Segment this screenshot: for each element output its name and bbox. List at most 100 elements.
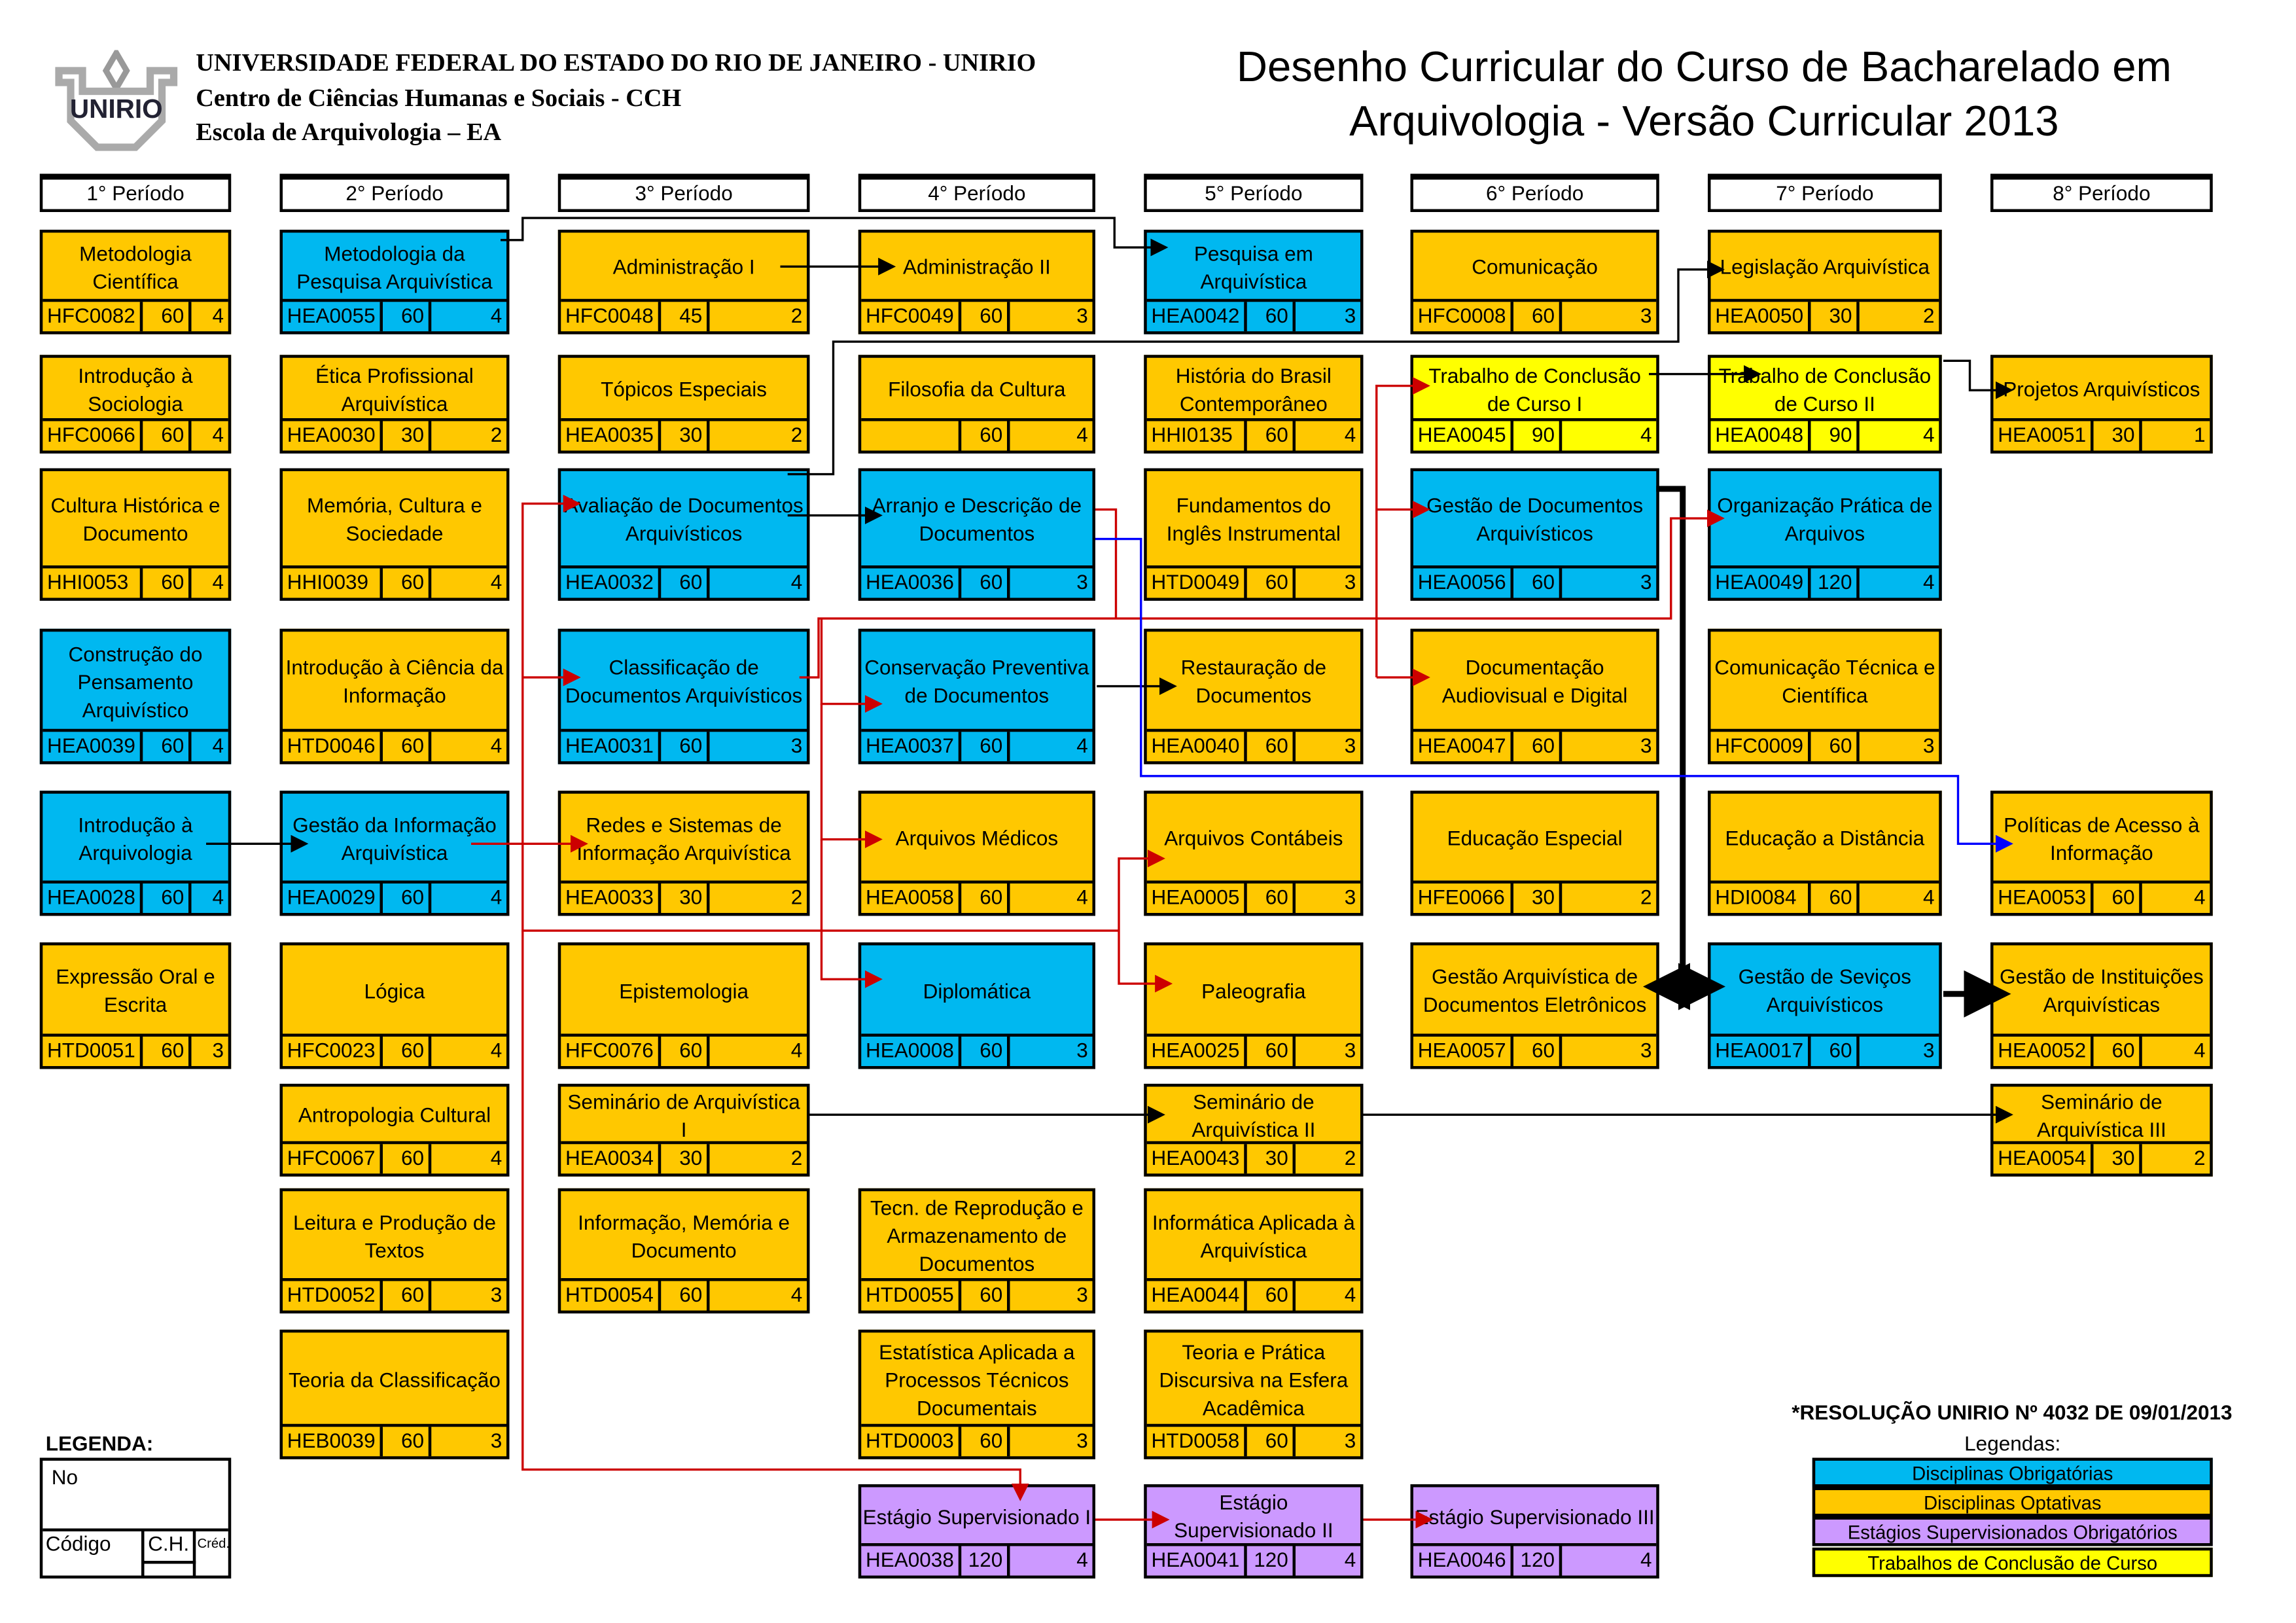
course-box[interactable]: Tecn. de Reprodução e Armazenamento de D…: [858, 1188, 1095, 1313]
course-box[interactable]: Redes e Sistemas de Informação Arquivíst…: [557, 791, 810, 916]
course-box[interactable]: Avaliação de Documentos Arquivísticos HEA…: [557, 468, 810, 601]
course-code-row: HEA0057 60 3: [1413, 1033, 1657, 1066]
course-box[interactable]: Informação, Memória e Documento HTD0054 60…: [557, 1188, 810, 1313]
course-box[interactable]: Gestão de Instituições Arquivísticas HEA0…: [1990, 942, 2213, 1069]
course-credits: 4: [790, 569, 803, 594]
course-box[interactable]: Informática Aplicada à Arquivística HEA00…: [1144, 1188, 1364, 1313]
course-credits: 3: [1922, 733, 1935, 757]
course-code-row: HEA0043 30 2: [1146, 1141, 1360, 1174]
course-title: Comunicação: [1413, 233, 1656, 302]
course-title: Estágio Supervisionado II: [1147, 1488, 1360, 1546]
course-box[interactable]: Arquivos Contábeis HEA0005 60 3: [1144, 791, 1364, 916]
course-box[interactable]: Introdução à Sociologia HFC0066 60 4: [39, 355, 232, 454]
course-box[interactable]: Teoria da Classificação HEB0039 60 3: [279, 1329, 510, 1459]
course-box[interactable]: Memória, Cultura e Sociedade HHI0039 60 4: [279, 468, 510, 601]
course-code: HTD0054: [561, 1281, 662, 1311]
course-box[interactable]: Diplomática HEA0008 60 3: [858, 942, 1095, 1069]
course-box[interactable]: Trabalho de Conclusão de Curso II HEA0048…: [1708, 355, 1942, 454]
course-box[interactable]: Gestão de Seviços Arquivísticos HEA0017 60…: [1708, 942, 1942, 1069]
course-box[interactable]: Arranjo e Descrição de Documentos HEA0036…: [858, 468, 1095, 601]
course-box[interactable]: Estágio Supervisionado I HEA0038 120 4: [858, 1484, 1095, 1578]
course-box[interactable]: Gestão Arquivística de Documentos Eletrô…: [1410, 942, 1659, 1069]
course-code: HDI0084: [1711, 883, 1811, 913]
course-box[interactable]: Antropologia Cultural HFC0067 60 4: [279, 1084, 510, 1177]
course-box[interactable]: Restauração de Documentos HEA0040 60 3: [1144, 628, 1364, 764]
course-title-text: Gestão da Informação Arquivística: [292, 812, 497, 864]
course-box[interactable]: Organização Prática de Arquivos HEA0049 12…: [1708, 468, 1942, 601]
course-box[interactable]: Comunicação Técnica e Científica HFC0009 6…: [1708, 628, 1942, 764]
course-box[interactable]: Expressão Oral e Escrita HTD0051 60 3: [39, 942, 232, 1069]
course-code: HFC0049: [861, 302, 962, 332]
course-box[interactable]: Pesquisa em Arquivística HEA0042 60 3: [1144, 230, 1364, 334]
course-code: HEA0048: [1711, 421, 1811, 451]
course-box[interactable]: Construção do Pensamento Arquivístico HEA…: [39, 628, 232, 764]
course-box[interactable]: História do Brasil Contemporâneo HHI0135 6…: [1144, 355, 1364, 454]
course-title-text: Epistemologia: [619, 978, 749, 1003]
course-box[interactable]: Classificação de Documentos Arquivístico…: [557, 628, 810, 764]
course-box[interactable]: Gestão da Informação Arquivística HEA0029…: [279, 791, 510, 916]
course-box[interactable]: Lógica HFC0023 60 4: [279, 942, 510, 1069]
course-box[interactable]: Tópicos Especiais HEA0035 30 2: [557, 355, 810, 454]
course-box[interactable]: Arquivos Médicos HEA0058 60 4: [858, 791, 1095, 916]
course-hours: 30: [661, 1144, 710, 1174]
course-title-text: Estatística Aplicada a Processos Técnico…: [879, 1339, 1075, 1419]
course-box[interactable]: Políticas de Acesso à Informação HEA0053 6…: [1990, 791, 2213, 916]
course-code: HEA0032: [561, 568, 662, 598]
course-code-row: HEA0041 120 4: [1146, 1543, 1360, 1576]
course-title-text: Introdução à Sociologia: [78, 363, 193, 415]
course-box[interactable]: Comunicação HFC0008 60 3: [1410, 230, 1659, 334]
course-credits: 4: [1344, 1282, 1356, 1306]
course-box[interactable]: Conservação Preventiva de Documentos HEA0…: [858, 628, 1095, 764]
course-box[interactable]: Projetos Arquivísticos HEA0051 30 1: [1990, 355, 2213, 454]
course-title: Pesquisa em Arquivística: [1147, 233, 1360, 302]
course-box[interactable]: Administração I HFC0048 45 2: [557, 230, 810, 334]
course-box[interactable]: Gestão de Documentos Arquivísticos HEA005…: [1410, 468, 1659, 601]
course-box[interactable]: Teoria e Prática Discursiva na Esfera Ac…: [1144, 1329, 1364, 1459]
course-title-text: Construção do Pensamento Arquivístico: [68, 641, 203, 721]
course-box[interactable]: Legislação Arquivística HEA0050 30 2: [1708, 230, 1942, 334]
course-box[interactable]: Seminário de Arquivística II HEA0043 30 2: [1144, 1084, 1364, 1177]
course-code: HEA0051: [1994, 421, 2094, 451]
course-code-row: HFC0076 60 4: [561, 1033, 807, 1066]
course-title-text: Estágio Supervisionado III: [1415, 1504, 1655, 1528]
course-title-text: Gestão Arquivística de Documentos Eletrô…: [1422, 964, 1647, 1016]
course-box[interactable]: Trabalho de Conclusão de Curso I HEA0045 9…: [1410, 355, 1659, 454]
course-box[interactable]: Filosofia da Cultura 60 4: [858, 355, 1095, 454]
course-code-row: HFC0048 45 2: [561, 298, 807, 332]
svg-text:UNIRIO: UNIRIO: [70, 94, 163, 124]
course-box[interactable]: Introdução à Arquivologia HEA0028 60 4: [39, 791, 232, 916]
course-box[interactable]: Administração II HFC0049 60 3: [858, 230, 1095, 334]
course-title: Metodologia Científica: [43, 233, 228, 302]
course-title: Gestão de Instituições Arquivísticas: [1994, 946, 2210, 1037]
course-box[interactable]: Paleografia HEA0025 60 3: [1144, 942, 1364, 1069]
course-credits: 4: [490, 303, 503, 327]
course-box[interactable]: Metodologia da Pesquisa Arquivística HEA0…: [279, 230, 510, 334]
course-box[interactable]: Seminário de Arquivística I HEA0034 30 2: [557, 1084, 810, 1177]
course-credits: 4: [2193, 1038, 2206, 1062]
course-hours: 60: [961, 732, 1010, 762]
course-title: Classificação de Documentos Arquivístico…: [561, 632, 807, 732]
course-hours: 60: [1247, 1037, 1296, 1066]
course-title: Administração II: [861, 233, 1092, 302]
course-box[interactable]: Fundamentos do Inglês Instrumental HTD004…: [1144, 468, 1364, 601]
course-box[interactable]: Seminário de Arquivística III HEA0054 30 2: [1990, 1084, 2213, 1177]
course-box[interactable]: Introdução à Ciência da Informação HTD004…: [279, 628, 510, 764]
course-code-row: HEA0050 30 2: [1710, 298, 1939, 332]
course-box[interactable]: Epistemologia HFC0076 60 4: [557, 942, 810, 1069]
course-code: HEA0042: [1147, 302, 1247, 332]
course-title: Restauração de Documentos: [1147, 632, 1360, 732]
course-box[interactable]: Educação a Distância HDI0084 60 4: [1708, 791, 1942, 916]
course-box[interactable]: Metodologia Científica HFC0082 60 4: [39, 230, 232, 334]
course-box[interactable]: Educação Especial HFE0066 30 2: [1410, 791, 1659, 916]
course-box[interactable]: Estágio Supervisionado III HEA0046 120 4: [1410, 1484, 1659, 1578]
course-code: HEA0044: [1147, 1281, 1247, 1311]
period-header: 2° Período: [279, 173, 510, 212]
course-box[interactable]: Estágio Supervisionado II HEA0041 120 4: [1144, 1484, 1364, 1578]
course-title: Educação Especial: [1413, 794, 1656, 883]
course-box[interactable]: Documentação Audiovisual e Digital HEA004…: [1410, 628, 1659, 764]
course-box[interactable]: Estatística Aplicada a Processos Técnico…: [858, 1329, 1095, 1459]
course-box[interactable]: Leitura e Produção de Textos HTD0052 60 3: [279, 1188, 510, 1313]
course-box[interactable]: Ética Profissional Arquivística HEA0030 30…: [279, 355, 510, 454]
course-box[interactable]: Cultura Histórica e Documento HHI0053 60 4: [39, 468, 232, 601]
course-code-row: HEA0042 60 3: [1146, 298, 1360, 332]
